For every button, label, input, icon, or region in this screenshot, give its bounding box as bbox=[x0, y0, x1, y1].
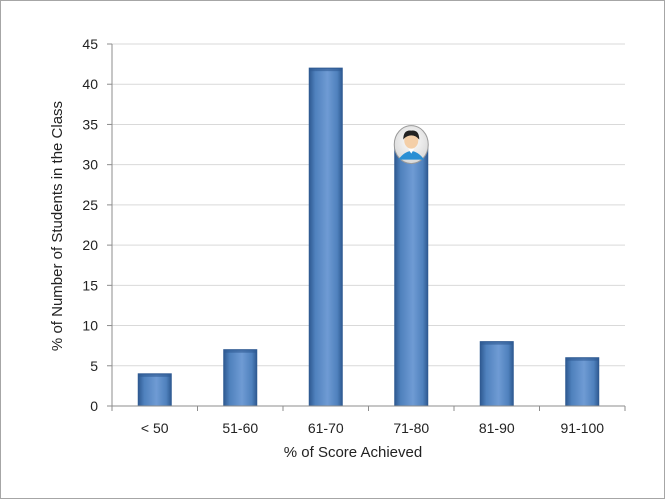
avatar-hair bbox=[403, 130, 420, 140]
x-axis-title: % of Score Achieved bbox=[284, 444, 422, 461]
bars bbox=[137, 67, 600, 407]
x-tick-label: 51-60 bbox=[222, 420, 258, 436]
bar-91-100 bbox=[565, 357, 600, 407]
student-avatar-icon bbox=[393, 125, 429, 165]
tick-labels: 0 5 10 15 20 25 30 35 40 45 < 50 51-60 61-70 71-80 81-… bbox=[82, 36, 604, 436]
y-axis-title: % of Number of Students in the Class bbox=[49, 101, 66, 351]
bar-50 bbox=[137, 373, 172, 407]
bar-top-edge bbox=[223, 349, 257, 353]
x-tick-label: 71-80 bbox=[393, 420, 429, 436]
bar-71-80 bbox=[394, 148, 429, 407]
y-tick-label: 45 bbox=[82, 36, 98, 52]
avatar-face bbox=[404, 132, 419, 149]
bar-61-70 bbox=[308, 67, 343, 407]
y-tick-label: 20 bbox=[82, 237, 98, 253]
y-tick-label: 40 bbox=[82, 76, 98, 92]
bar-top-edge bbox=[565, 357, 599, 361]
gridlines bbox=[112, 43, 625, 367]
y-tick-label: 5 bbox=[90, 358, 98, 374]
bar-51-60 bbox=[223, 349, 258, 407]
y-tick-label: 10 bbox=[82, 318, 98, 334]
bar-top-edge bbox=[138, 373, 172, 377]
x-tick-label: 91-100 bbox=[560, 420, 604, 436]
avatar-shirt bbox=[398, 151, 425, 160]
y-tick-label: 15 bbox=[82, 277, 98, 293]
y-tick-label: 35 bbox=[82, 116, 98, 132]
bar-top-edge bbox=[309, 68, 343, 72]
bar-top-edge bbox=[480, 341, 514, 345]
avatar-collar bbox=[408, 148, 415, 154]
bar-81-90 bbox=[479, 341, 514, 407]
y-tick-label: 30 bbox=[82, 157, 98, 173]
y-tick-label: 25 bbox=[82, 197, 98, 213]
x-tick-label: 61-70 bbox=[308, 420, 344, 436]
y-tick-label: 0 bbox=[90, 398, 98, 414]
axes bbox=[107, 43, 626, 411]
x-tick-label: < 50 bbox=[141, 420, 169, 436]
x-tick-label: 81-90 bbox=[479, 420, 515, 436]
